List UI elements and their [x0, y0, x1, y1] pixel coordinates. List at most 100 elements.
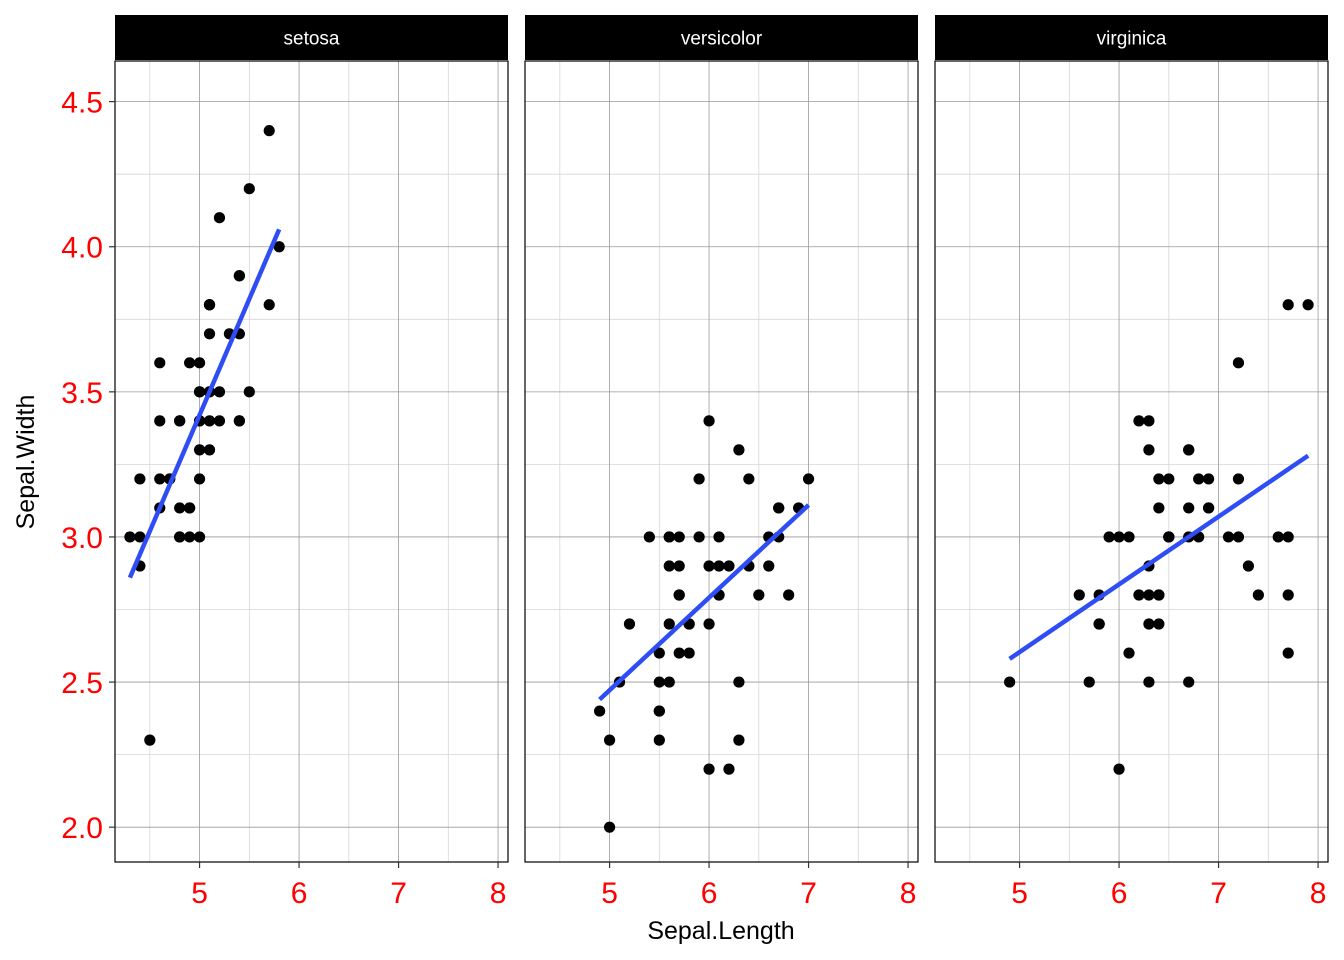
y-tick-label: 4.5	[61, 87, 103, 120]
data-point	[723, 763, 735, 775]
data-point	[1123, 531, 1135, 543]
data-point	[1133, 415, 1145, 427]
data-point	[203, 299, 216, 311]
data-point	[713, 560, 725, 572]
x-tick-label: 6	[291, 877, 308, 910]
x-tick-label: 5	[601, 877, 618, 910]
data-point	[243, 183, 255, 195]
data-point	[673, 589, 685, 601]
data-point	[1153, 618, 1165, 630]
data-point	[1282, 299, 1294, 311]
y-tick-label: 4.0	[61, 232, 103, 265]
data-point	[193, 386, 206, 398]
data-point	[193, 473, 206, 485]
plot-background	[115, 61, 508, 862]
data-point	[733, 734, 745, 746]
data-point	[1183, 444, 1195, 456]
data-point	[144, 734, 156, 746]
data-point	[733, 676, 745, 688]
data-point	[193, 357, 206, 369]
data-point	[1203, 473, 1215, 485]
data-point	[263, 299, 275, 311]
data-point	[1282, 647, 1294, 659]
panel-border	[114, 60, 509, 863]
data-point	[623, 618, 636, 630]
data-point	[184, 502, 196, 514]
data-point	[134, 531, 146, 543]
facet-strip-versicolor	[525, 15, 918, 60]
data-point	[1004, 676, 1016, 688]
data-point	[673, 560, 685, 572]
x-tick-label: 7	[1210, 877, 1227, 910]
data-point	[723, 560, 735, 572]
data-point	[213, 415, 226, 427]
data-point	[1163, 531, 1175, 543]
data-point	[1113, 763, 1125, 775]
panel-border	[524, 60, 919, 863]
fit-line	[598, 503, 811, 702]
data-point	[703, 415, 715, 427]
data-point	[1232, 357, 1245, 369]
fit-line	[127, 228, 282, 579]
x-tick-label: 5	[191, 877, 208, 910]
data-point	[243, 386, 255, 398]
data-point	[1232, 473, 1245, 485]
data-point	[713, 531, 725, 543]
data-point	[203, 328, 216, 340]
data-point	[1133, 589, 1145, 601]
data-point	[703, 560, 715, 572]
data-point	[603, 734, 616, 746]
facet-strip-label: setosa	[284, 29, 340, 50]
facet-strip-virginica	[935, 15, 1328, 60]
data-point	[683, 647, 695, 659]
data-point	[594, 705, 606, 717]
data-point	[753, 589, 765, 601]
data-point	[203, 415, 216, 427]
data-point	[673, 531, 685, 543]
data-point	[673, 647, 685, 659]
facet-panel-virginica: virginica 5 6 7 8	[934, 15, 1329, 910]
x-tick-label: 7	[800, 877, 817, 910]
data-point	[1193, 473, 1205, 485]
plot-background	[525, 61, 918, 862]
data-point	[213, 212, 226, 224]
data-point	[1143, 676, 1155, 688]
data-point	[1183, 676, 1195, 688]
data-point	[193, 531, 206, 543]
data-point	[134, 473, 146, 485]
data-point	[154, 473, 166, 485]
data-point	[653, 705, 665, 717]
data-point	[154, 415, 166, 427]
fit-line	[1008, 453, 1310, 661]
data-point	[1282, 589, 1294, 601]
x-axis-title: Sepal.Length	[647, 917, 794, 945]
data-point	[663, 531, 675, 543]
data-point	[1153, 502, 1165, 514]
data-point	[693, 473, 705, 485]
data-point	[663, 618, 675, 630]
y-axis-title: Sepal.Width	[12, 395, 40, 530]
data-point	[603, 821, 616, 833]
facet-panel-versicolor: versicolor 5 6 7 8	[524, 15, 919, 910]
data-point	[703, 763, 715, 775]
data-point	[663, 676, 675, 688]
data-point	[653, 734, 665, 746]
data-point	[193, 444, 206, 456]
data-point	[1222, 531, 1235, 543]
data-point	[643, 531, 655, 543]
data-point	[802, 473, 815, 485]
data-point	[1232, 531, 1245, 543]
x-tick-label: 8	[490, 877, 507, 910]
data-point	[1242, 560, 1255, 572]
facet-panel-setosa: setosa 5 6 7 8	[114, 15, 509, 910]
data-point	[1143, 618, 1155, 630]
data-point	[1282, 531, 1294, 543]
data-point	[124, 531, 136, 543]
data-point	[773, 502, 785, 514]
data-point	[1163, 473, 1175, 485]
data-point	[703, 618, 715, 630]
data-point	[1153, 589, 1165, 601]
data-point	[273, 241, 285, 253]
data-point	[1103, 531, 1115, 543]
